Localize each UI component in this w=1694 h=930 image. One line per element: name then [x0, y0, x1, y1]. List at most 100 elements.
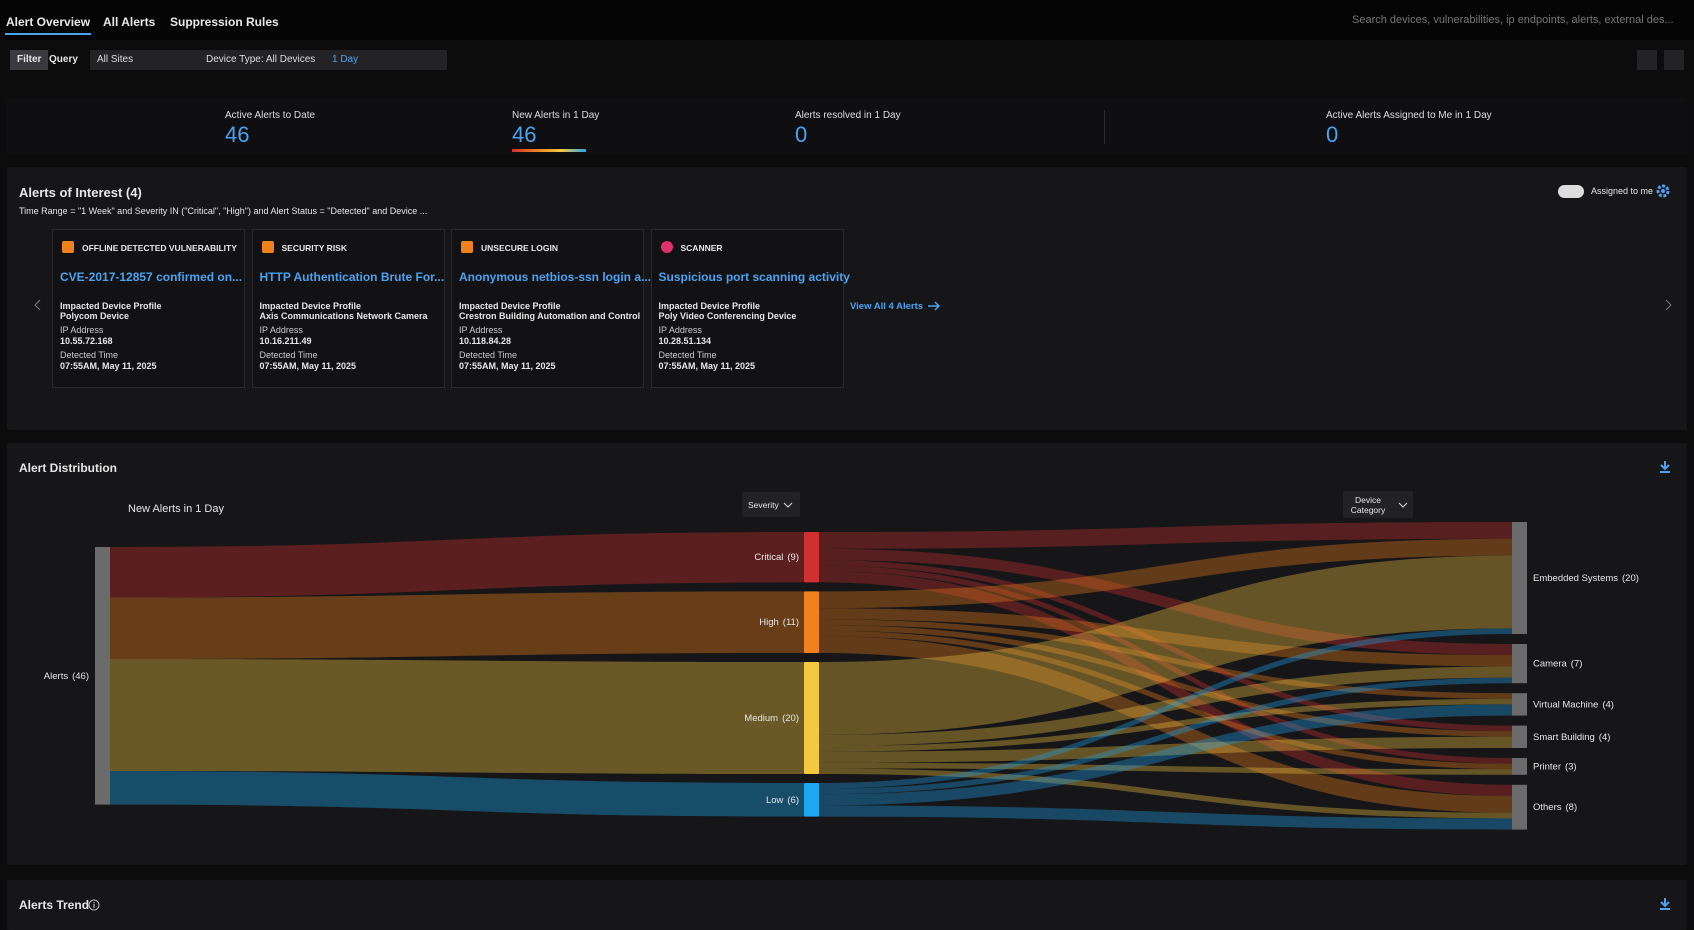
- category: SCANNER: [680, 243, 723, 253]
- chevron: [1398, 502, 1408, 508]
- alert-card[interactable]: OFFLINE DETECTED VULNERABILITY CVE-2017-1…: [52, 229, 245, 388]
- query-button[interactable]: Query: [49, 54, 78, 65]
- alert-title[interactable]: HTTP Authentication Brute For...: [259, 270, 445, 284]
- flow-link: [819, 555, 1512, 735]
- time: 07:55AM, May 11, 2025: [459, 361, 556, 371]
- time-label: Detected Time: [60, 350, 119, 360]
- download-icon[interactable]: [1658, 460, 1672, 474]
- category: SECURITY RISK: [281, 243, 348, 253]
- node-label: Smart Building (4): [1533, 731, 1610, 742]
- info-icon[interactable]: [88, 899, 100, 911]
- alert-card[interactable]: UNSECURE LOGIN Anonymous netbios-ssn logi…: [451, 229, 651, 388]
- flow-link: [819, 736, 1512, 763]
- flow-link: [819, 628, 1512, 789]
- device-node: [1512, 693, 1527, 716]
- time-label: Detected Time: [658, 350, 717, 360]
- flow-link: [819, 619, 1512, 699]
- stat-value: 46: [225, 122, 250, 147]
- dropdown[interactable]: 1 Day: [325, 50, 447, 70]
- sankey-chart: New Alerts in 1 Day Alerts (46) Critical (9…: [44, 503, 1639, 830]
- chart-subtitle: New Alerts in 1 Day: [128, 503, 224, 515]
- ip: 10.118.84.28: [459, 336, 512, 346]
- severity-node: [804, 532, 819, 583]
- device-node: [1512, 644, 1527, 684]
- next-arrow[interactable]: [1663, 299, 1673, 311]
- search-input[interactable]: Search devices, vulnerabilities, ip endp…: [1352, 14, 1674, 26]
- node-value: (7): [1571, 658, 1583, 669]
- flow-link: [819, 608, 1512, 667]
- node-label: Medium (20): [744, 713, 799, 724]
- node-value: (4): [1599, 731, 1611, 742]
- tab[interactable]: Alert Overview: [6, 15, 91, 29]
- severity-node: [804, 662, 819, 774]
- flow-link: [819, 666, 1512, 746]
- alert-distribution-panel: Alert Distribution Severity Device Categ…: [7, 443, 1687, 865]
- dropdown[interactable]: All Sites: [90, 50, 212, 70]
- node-name: Critical: [754, 552, 783, 563]
- stats-panel: [7, 98, 1687, 155]
- settings-icon[interactable]: [1655, 183, 1671, 199]
- download-icon[interactable]: [1658, 897, 1672, 911]
- toggle-label: Assigned to me: [1591, 186, 1654, 196]
- flow-link: [819, 636, 1512, 813]
- tab[interactable]: All Alerts: [103, 15, 156, 29]
- alert-card[interactable]: SECURITY RISK HTTP Authentication Brute F…: [251, 229, 445, 388]
- severity-dropdown[interactable]: Severity: [742, 492, 800, 517]
- stat-label: Alerts resolved in 1 Day: [795, 110, 901, 121]
- profile-label: Impacted Device Profile: [459, 301, 561, 311]
- alert-title[interactable]: CVE-2017-12857 confirmed on...: [60, 270, 243, 284]
- device-category-dropdown[interactable]: Device Category: [1343, 491, 1413, 518]
- device-node: [1512, 725, 1527, 748]
- node-value: (46): [72, 670, 89, 681]
- panel-title: Alerts Trend: [19, 898, 90, 912]
- ip-label: IP Address: [459, 325, 503, 335]
- category: OFFLINE DETECTED VULNERABILITY: [82, 243, 237, 253]
- category-icon: [660, 241, 673, 253]
- filter-button[interactable]: Filter: [10, 50, 49, 70]
- severity-node: [804, 591, 819, 653]
- alert-title[interactable]: Anonymous netbios-ssn login a...: [459, 270, 652, 284]
- icon-button[interactable]: [1637, 50, 1657, 70]
- icon-button[interactable]: [1664, 50, 1684, 70]
- flow-link: [110, 659, 804, 774]
- flow-link: [819, 560, 1512, 732]
- dropdown[interactable]: Device Type: All Devices: [199, 50, 325, 70]
- device-node: [1512, 784, 1527, 830]
- node-value: (20): [782, 713, 799, 724]
- node-label: Critical (9): [754, 552, 799, 563]
- ip: 10.55.72.168: [60, 336, 113, 346]
- view-all-link[interactable]: View All 4 Alerts: [850, 301, 924, 312]
- alert-card[interactable]: SCANNER Suspicious port scanning activity…: [650, 229, 850, 388]
- node-label: Alerts (46): [44, 670, 89, 681]
- stat-label: Active Alerts Assigned to Me in 1 Day: [1326, 110, 1492, 121]
- prev-arrow[interactable]: [33, 299, 43, 311]
- flow-link: [819, 698, 1512, 752]
- ip: 10.16.211.49: [259, 336, 312, 346]
- node-name: Camera: [1533, 658, 1568, 669]
- flow-link: [819, 630, 1512, 770]
- node-value: (6): [787, 794, 799, 805]
- flow-link: [819, 625, 1512, 737]
- node-name: Low: [766, 794, 784, 805]
- tab[interactable]: Suppression Rules: [170, 15, 279, 29]
- source-node: [95, 547, 110, 805]
- node-name: Medium: [744, 713, 778, 724]
- severity-node: [804, 783, 819, 817]
- toggle[interactable]: [1558, 185, 1584, 198]
- profile: Crestron Building Automation and Control: [459, 311, 641, 321]
- flow-link: [819, 522, 1512, 549]
- stat-value: 0: [795, 122, 808, 147]
- panel-title: Alerts of Interest (4): [19, 185, 142, 200]
- node-label: Printer (3): [1533, 761, 1577, 772]
- node-label: Low (6): [766, 794, 799, 805]
- device-node: [1512, 758, 1527, 775]
- category: UNSECURE LOGIN: [481, 243, 558, 253]
- node-value: (9): [787, 552, 799, 563]
- stat-label: Active Alerts to Date: [225, 110, 316, 121]
- node-name: Smart Building: [1533, 731, 1595, 742]
- flow-link: [110, 771, 804, 817]
- alert-title[interactable]: Suspicious port scanning activity: [658, 270, 850, 284]
- node-value: (3): [1565, 761, 1577, 772]
- divider: [1104, 110, 1105, 144]
